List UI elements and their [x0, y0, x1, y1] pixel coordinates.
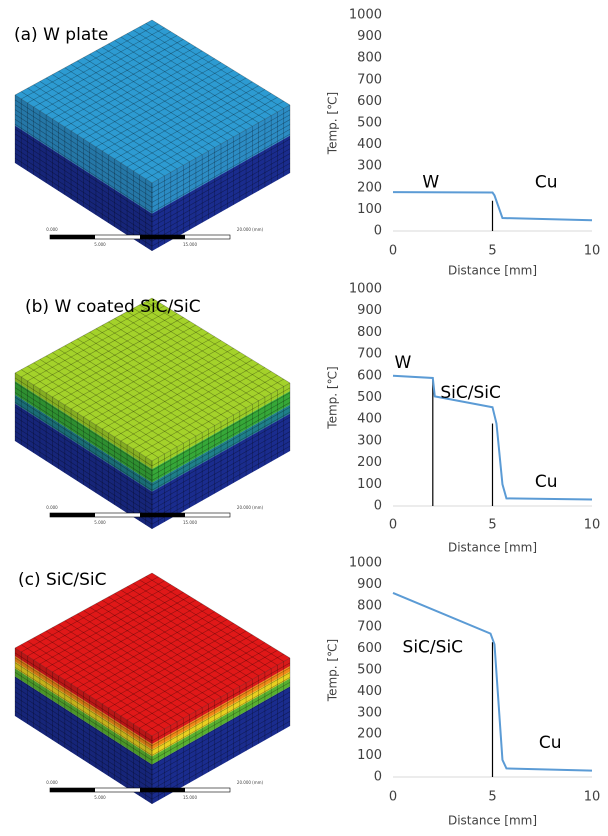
- y-tick-label: 200: [357, 727, 382, 742]
- y-tick-label: 600: [357, 368, 382, 383]
- scale-label: 5.000: [94, 520, 106, 525]
- y-tick-label: 1000: [349, 556, 382, 571]
- y-tick-label: 400: [357, 137, 382, 152]
- scale-bar: [50, 513, 95, 517]
- y-tick-label: 600: [357, 94, 382, 109]
- annotation: Cu: [535, 172, 558, 192]
- y-tick-label: 0: [374, 224, 382, 239]
- y-tick-label: 300: [357, 159, 382, 174]
- y-tick-label: 700: [357, 72, 382, 87]
- x-tick-label: 0: [389, 518, 397, 533]
- line-chart: 0 100 200 300 400 500 600 700 800 900 1000 0 5 10 Dist…: [326, 282, 601, 555]
- x-tick-label: 0: [389, 244, 397, 259]
- y-tick-label: 900: [357, 303, 382, 318]
- scale-label: 15.000: [183, 520, 197, 525]
- x-tick-label: 10: [584, 244, 601, 259]
- page: 0.0005.00015.00020.000 (mm)(a) W plate0.…: [0, 0, 608, 836]
- mesh-image: 0.000 5.000 15.000 20.000 (mm) (a) W plate: [14, 20, 290, 251]
- panel-label: (a) W plate: [14, 25, 108, 45]
- x-tick-label: 0: [389, 790, 397, 805]
- y-tick-label: 1000: [349, 282, 382, 297]
- scale-label: 0.000: [46, 505, 58, 510]
- y-tick-label: 500: [357, 390, 382, 405]
- line-chart: 0 100 200 300 400 500 600 700 800 900 1000 0 5 10 Dist…: [326, 8, 601, 278]
- y-tick-label: 800: [357, 325, 382, 340]
- annotation: SiC/SiC: [440, 383, 501, 403]
- scale-label: 0.000: [46, 227, 58, 232]
- y-axis-title: Temp. [℃]: [326, 639, 340, 702]
- scale-label: 5.000: [94, 795, 106, 800]
- mesh-image: 0.000 5.000 15.000 20.000 (mm) (b) W coated …: [15, 297, 290, 529]
- y-tick-label: 1000: [349, 8, 382, 23]
- y-tick-label: 100: [357, 748, 382, 763]
- y-tick-label: 400: [357, 412, 382, 427]
- panel-label: (b) W coated SiC/SiC: [25, 297, 201, 317]
- y-axis-title: Temp. [℃]: [326, 366, 340, 429]
- scale-bar: [140, 513, 185, 517]
- y-tick-label: 0: [374, 499, 382, 514]
- y-tick-label: 500: [357, 116, 382, 131]
- figure: 0.0005.00015.00020.000 (mm)(a) W plate0.…: [0, 0, 608, 832]
- y-tick-label: 100: [357, 202, 382, 217]
- y-tick-label: 700: [357, 347, 382, 362]
- annotation: Cu: [539, 733, 562, 753]
- x-axis-title: Distance [mm]: [448, 264, 537, 278]
- line-chart: 0 100 200 300 400 500 600 700 800 900 1000 0 5 10 Dist…: [326, 556, 601, 828]
- y-tick-label: 400: [357, 684, 382, 699]
- y-tick-label: 100: [357, 477, 382, 492]
- panel-label: (c) SiC/SiC: [18, 570, 107, 590]
- x-tick-label: 5: [488, 518, 496, 533]
- scale-label: 15.000: [183, 242, 197, 247]
- scale-bar: [140, 788, 185, 792]
- y-tick-label: 700: [357, 620, 382, 635]
- y-tick-label: 300: [357, 433, 382, 448]
- x-tick-label: 10: [584, 790, 601, 805]
- y-tick-label: 300: [357, 705, 382, 720]
- scale-label: 20.000 (mm): [237, 780, 264, 785]
- annotation: Cu: [535, 472, 558, 492]
- y-tick-label: 900: [357, 29, 382, 44]
- annotation: W: [422, 172, 439, 192]
- mesh-image: 0.000 5.000 15.000 20.000 (mm) (c) SiC/SiC: [15, 570, 290, 804]
- x-tick-label: 5: [488, 790, 496, 805]
- y-tick-label: 800: [357, 598, 382, 613]
- y-axis-title: Temp. [℃]: [326, 92, 340, 155]
- x-axis-title: Distance [mm]: [448, 541, 537, 555]
- annotation: SiC/SiC: [403, 638, 464, 658]
- y-tick-label: 200: [357, 180, 382, 195]
- scale-bar: [50, 788, 95, 792]
- y-tick-label: 900: [357, 577, 382, 592]
- scale-bar: [50, 235, 95, 239]
- y-tick-label: 800: [357, 51, 382, 66]
- y-tick-label: 500: [357, 663, 382, 678]
- y-tick-label: 200: [357, 455, 382, 470]
- y-tick-label: 0: [374, 770, 382, 785]
- scale-label: 15.000: [183, 795, 197, 800]
- scale-label: 20.000 (mm): [237, 505, 264, 510]
- scale-bar: [140, 235, 185, 239]
- scale-label: 5.000: [94, 242, 106, 247]
- annotation: W: [395, 353, 412, 373]
- scale-label: 20.000 (mm): [237, 227, 264, 232]
- scale-label: 0.000: [46, 780, 58, 785]
- x-tick-label: 5: [488, 244, 496, 259]
- y-tick-label: 600: [357, 641, 382, 656]
- x-tick-label: 10: [584, 518, 601, 533]
- x-axis-title: Distance [mm]: [448, 814, 537, 828]
